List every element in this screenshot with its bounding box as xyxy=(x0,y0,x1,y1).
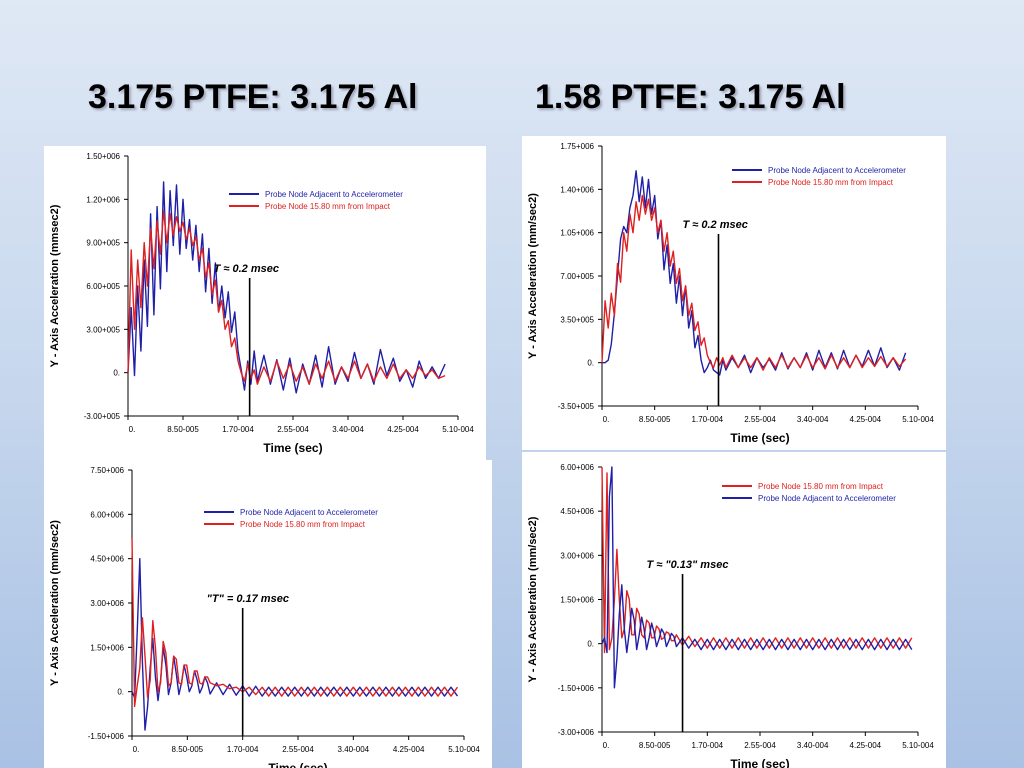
chart-2-annotation-label: "T" = 0.17 msec xyxy=(207,593,289,605)
chart-3-y-axis-label: Y - Axis Acceleration (mm/sec2) xyxy=(527,516,539,682)
chart-3-y-tick-label: 4.50+006 xyxy=(560,507,594,516)
heading-left: 3.175 PTFE: 3.175 Al xyxy=(88,78,418,116)
chart-2-legend-label: Probe Node Adjacent to Accelerometer xyxy=(240,508,378,517)
chart-bottom-left: -1.50+006 0. 1.50+006 3.00+006 4.50+006 6.00+… xyxy=(49,466,480,768)
chart-top-right: -3.50+005 0. 3.50+005 7.00+005 1.05+006 1.40+… xyxy=(527,142,934,445)
chart-3-y-tick-label: -3.00+006 xyxy=(558,728,595,737)
chart-3-y-tick-label: 0. xyxy=(587,640,594,649)
chart-1-series-line-1 xyxy=(601,194,907,371)
chart-0-x-tick-label: 8.50-005 xyxy=(167,425,199,434)
chart-panel-bottom-right: -3.00+006 -1.50+006 0. 1.50+006 3.00+006 4.50… xyxy=(522,452,946,768)
chart-0-y-tick-label: 1.20+006 xyxy=(86,195,120,204)
chart-1-y-tick-label: 1.05+006 xyxy=(560,229,594,238)
chart-3-series-line-0 xyxy=(601,466,913,654)
chart-2-series-line-1 xyxy=(131,537,459,708)
chart-2-y-tick-label: 6.00+006 xyxy=(90,510,124,519)
chart-1-y-tick-label: 1.40+006 xyxy=(560,185,594,194)
chart-0-x-axis-label: Time (sec) xyxy=(263,441,322,455)
chart-0-y-axis-label: Y - Axis Acceleration (mmsec2) xyxy=(49,204,61,367)
chart-0-x-tick-label: 5.10-004 xyxy=(442,425,474,434)
chart-0-legend-label: Probe Node 15.80 mm from Impact xyxy=(265,202,391,211)
chart-3-x-tick-label: 0. xyxy=(603,741,610,750)
chart-0-series-line-0 xyxy=(127,181,446,394)
chart-2-y-tick-label: 3.00+006 xyxy=(90,599,124,608)
chart-3-y-tick-label: 6.00+006 xyxy=(560,463,594,472)
chart-3-x-axis-label: Time (sec) xyxy=(730,757,789,768)
chart-0-y-tick-label: 9.00+005 xyxy=(86,239,120,248)
chart-1-x-axis-label: Time (sec) xyxy=(730,431,789,445)
chart-0-series-line-1 xyxy=(127,210,446,385)
chart-2-y-tick-label: 0. xyxy=(117,688,124,697)
chart-3-x-tick-label: 3.40-004 xyxy=(797,741,829,750)
chart-2-x-tick-label: 1.70-004 xyxy=(227,745,259,754)
chart-0-legend-label: Probe Node Adjacent to Accelerometer xyxy=(265,190,403,199)
chart-0-y-tick-label: 6.00+005 xyxy=(86,282,120,291)
chart-1-x-tick-label: 5.10-004 xyxy=(902,415,934,424)
chart-1-x-tick-label: 2.55-004 xyxy=(744,415,776,424)
chart-bottom-right: -3.00+006 -1.50+006 0. 1.50+006 3.00+006 4.50… xyxy=(527,463,934,768)
chart-2-y-axis-label: Y - Axis Acceleration (mm/sec2) xyxy=(49,520,61,686)
chart-0-x-tick-label: 0. xyxy=(129,425,136,434)
chart-2-y-tick-label: 7.50+006 xyxy=(90,466,124,475)
heading-right: 1.58 PTFE: 3.175 Al xyxy=(535,78,846,116)
chart-0-x-tick-label: 4.25-004 xyxy=(387,425,419,434)
chart-1-x-tick-label: 0. xyxy=(603,415,610,424)
chart-1-annotation-label: T ≈ 0.2 msec xyxy=(682,219,747,231)
chart-2-x-tick-label: 2.55-004 xyxy=(282,745,314,754)
chart-0-y-tick-label: 3.00+005 xyxy=(86,325,120,334)
chart-1-y-tick-label: 3.50+005 xyxy=(560,315,594,324)
chart-3-x-tick-label: 4.25-004 xyxy=(850,741,882,750)
chart-1-x-tick-label: 1.70-004 xyxy=(692,415,724,424)
chart-0-x-tick-label: 2.55-004 xyxy=(277,425,309,434)
chart-2-legend-label: Probe Node 15.80 mm from Impact xyxy=(240,520,366,529)
chart-0-y-tick-label: 1.50+006 xyxy=(86,152,120,161)
chart-3-y-tick-label: 3.00+006 xyxy=(560,551,594,560)
chart-2-x-axis-label: Time (sec) xyxy=(268,761,327,768)
chart-3-series-line-1 xyxy=(601,466,913,689)
chart-3-annotation-label: T ≈ "0.13" msec xyxy=(647,559,729,571)
chart-2-y-tick-label: 1.50+006 xyxy=(90,643,124,652)
chart-3-legend-label: Probe Node Adjacent to Accelerometer xyxy=(758,494,896,503)
chart-0-y-tick-label: -3.00+005 xyxy=(84,412,121,421)
chart-1-legend-label: Probe Node 15.80 mm from Impact xyxy=(768,178,894,187)
chart-panel-bottom-left: -1.50+006 0. 1.50+006 3.00+006 4.50+006 6.00+… xyxy=(44,460,492,768)
chart-2-x-tick-label: 0. xyxy=(133,745,140,754)
chart-1-y-tick-label: 1.75+006 xyxy=(560,142,594,151)
chart-3-x-tick-label: 1.70-004 xyxy=(692,741,724,750)
chart-1-y-axis-label: Y - Axis Acceleration (mm/sec2) xyxy=(527,193,539,359)
chart-panel-top-left: -3.00+005 0. 3.00+005 6.00+005 9.00+005 1.20+… xyxy=(44,146,486,460)
chart-2-x-tick-label: 4.25-004 xyxy=(393,745,425,754)
chart-2-x-tick-label: 3.40-004 xyxy=(338,745,370,754)
chart-3-y-tick-label: 1.50+006 xyxy=(560,596,594,605)
chart-1-x-tick-label: 4.25-004 xyxy=(850,415,882,424)
chart-2-y-tick-label: 4.50+006 xyxy=(90,555,124,564)
chart-top-left: -3.00+005 0. 3.00+005 6.00+005 9.00+005 1.20+… xyxy=(49,152,474,455)
chart-1-x-tick-label: 3.40-004 xyxy=(797,415,829,424)
chart-2-series-line-0 xyxy=(131,557,459,731)
chart-3-x-tick-label: 2.55-004 xyxy=(744,741,776,750)
chart-1-y-tick-label: 7.00+005 xyxy=(560,272,594,281)
chart-0-x-tick-label: 3.40-004 xyxy=(332,425,364,434)
chart-3-y-tick-label: -1.50+006 xyxy=(558,684,595,693)
chart-1-legend-label: Probe Node Adjacent to Accelerometer xyxy=(768,166,906,175)
chart-2-y-tick-label: -1.50+006 xyxy=(88,732,125,741)
chart-0-y-tick-label: 0. xyxy=(113,369,120,378)
chart-1-x-tick-label: 8.50-005 xyxy=(639,415,671,424)
chart-1-y-tick-label: 0. xyxy=(587,359,594,368)
chart-3-x-tick-label: 8.50-005 xyxy=(639,741,671,750)
chart-2-x-tick-label: 8.50-005 xyxy=(172,745,204,754)
chart-2-x-tick-label: 5.10-004 xyxy=(448,745,480,754)
chart-0-annotation-label: T ≈ 0.2 msec xyxy=(214,263,279,275)
chart-3-legend-label: Probe Node 15.80 mm from Impact xyxy=(758,482,884,491)
chart-panel-top-right: -3.50+005 0. 3.50+005 7.00+005 1.05+006 1.40+… xyxy=(522,136,946,450)
chart-0-x-tick-label: 1.70-004 xyxy=(222,425,254,434)
chart-3-x-tick-label: 5.10-004 xyxy=(902,741,934,750)
chart-1-y-tick-label: -3.50+005 xyxy=(558,402,595,411)
